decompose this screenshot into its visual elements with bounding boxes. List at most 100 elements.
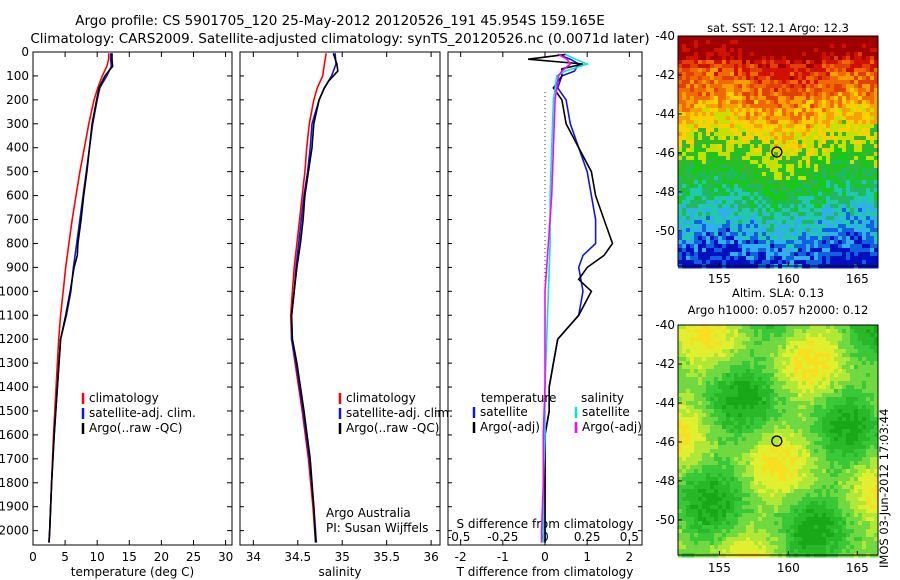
legend-title-temperature: temperature [481,391,556,405]
series-line-argoadj [527,53,614,543]
top-scale-tick-label: -0.25 [487,530,518,544]
y-tick-label: 900 [6,260,29,274]
y-tick-label: 1900 [0,500,29,514]
y-tick-label: 2000 [0,524,29,538]
y-tick-label: 1400 [0,380,29,394]
series-line-satelliteadjclim [48,53,113,543]
y-tick-label: -40 [655,318,675,332]
heatmap-cells [678,36,879,269]
y-tick-label: -46 [655,435,675,449]
x-tick-label: 34.5 [284,550,311,564]
y-tick-label: 400 [6,141,29,155]
x-tick-label: 0 [541,550,549,564]
sla-map-panel: 155 160 165 -40 -42 -44 -46 -48 -50 Altim. SLA: 0… [655,286,879,575]
x-axis-label: salinity [318,565,361,579]
y-tick-label: 1500 [0,404,29,418]
y-tick-label: 0 [21,45,29,59]
x-tick-label: 155 [708,272,731,286]
plot-frame [239,51,441,546]
y-tick-label: 500 [6,165,29,179]
y-tick-label: 1200 [0,332,29,346]
annotation-text: Argo Australia [326,506,411,520]
top-scale-tick-label: -0.5 [447,530,470,544]
y-tick-label: 1700 [0,452,29,466]
legend-entry: satellite-adj. clim. [346,406,453,420]
heatmap-cells [678,325,879,558]
y-tick-label: 700 [6,213,29,227]
series-line-argorawqc [48,53,114,543]
legend-entry: satellite [480,405,528,419]
x-tick-label: 165 [846,272,869,286]
x-axis-label: T difference from climatology [456,565,634,579]
header-line-1: Argo profile: CS 5901705_120 25-May-2012… [75,13,605,29]
x-tick-label: 25 [186,550,201,564]
top-scale-tick-label: 0.5 [620,530,639,544]
y-tick-label: 1000 [0,284,29,298]
top-scale-tick-label: 0.25 [574,530,601,544]
y-tick-label: 1800 [0,476,29,490]
header-line-2: Climatology: CARS2009. Satellite-adjuste… [30,31,649,47]
argo-position-marker [771,435,783,447]
legend-entry: climatology [89,391,159,405]
legend-entry: satellite [582,405,630,419]
series-line-argoadj [540,53,572,543]
x-tick-label: 160 [777,561,800,575]
y-tick-label: 100 [6,69,29,83]
x-tick-label: 155 [708,561,731,575]
y-tick-label: -48 [655,185,675,199]
x-tick-label: 20 [154,550,169,564]
y-tick-label: -46 [655,146,675,160]
x-tick-label: -1 [497,550,509,564]
x-tick-label: 165 [846,561,869,575]
x-tick-label: 35 [335,550,350,564]
y-tick-label: 1300 [0,356,29,370]
series-line-climatology [289,53,327,543]
y-tick-label: 200 [6,93,29,107]
y-tick-label: 300 [6,117,29,131]
x-tick-label: 5 [61,550,69,564]
legend-entry: Argo(..raw -QC) [346,421,439,435]
temperature-profile-panel: 0100200300400500600700800900100011001200… [0,45,233,579]
x-tick-label: 160 [777,272,800,286]
y-tick-label: -42 [655,357,675,371]
y-tick-label: -40 [655,29,675,43]
y-tick-label: 1600 [0,428,29,442]
legend-entry: climatology [346,391,416,405]
y-tick-label: 600 [6,189,29,203]
y-tick-label: 1100 [0,308,29,322]
map-subtitle: Argo h1000: 0.057 h2000: 0.12 [688,303,869,317]
x-tick-label: -2 [455,550,467,564]
legend-title-salinity: salinity [581,391,624,405]
y-tick-label: -50 [655,224,675,238]
imos-timestamp-stamp: IMOS 03-Jun-2012 17:03:44 [877,409,891,568]
map-title: Altim. SLA: 0.13 [732,286,824,300]
x-tick-label: 0 [29,550,37,564]
series-line-climatology [48,53,110,543]
x-tick-label: 36 [423,550,438,564]
difference-profile-panel: -2 -1 0 1 2-0.5 -0.25 0 0.25 0.5S difference fro… [447,51,643,579]
x-tick-label: 35.5 [373,550,400,564]
x-tick-label: 34 [246,550,261,564]
map-frame [677,35,879,267]
legend-entry: Argo(-adj) [480,420,540,434]
y-tick-label: -44 [655,396,675,410]
map-title: sat. SST: 12.1 Argo: 12.3 [707,21,849,35]
salinity-profile-panel: 34 34.5 35 35.5 36 salinity climatologysatelli… [239,51,453,579]
plot-frame [32,51,233,546]
legend-entry: satellite-adj. clim. [89,406,196,420]
y-tick-label: -50 [655,513,675,527]
annotation-text: PI: Susan Wijffels [326,521,428,535]
x-tick-label: 1 [583,550,591,564]
x-tick-label: 30 [218,550,233,564]
y-tick-label: -42 [655,68,675,82]
map-frame [677,324,879,556]
y-tick-label: -48 [655,474,675,488]
sst-map-panel: 155 160 165 -40 -42 -44 -46 -48 -50 sat. SST: 12.… [655,21,879,286]
y-tick-label: -44 [655,107,675,121]
x-tick-label: 10 [90,550,105,564]
x-tick-label: 15 [122,550,137,564]
x-axis-label: temperature (deg C) [71,565,194,579]
legend-entry: Argo(-adj) [582,420,642,434]
y-tick-label: 800 [6,236,29,250]
